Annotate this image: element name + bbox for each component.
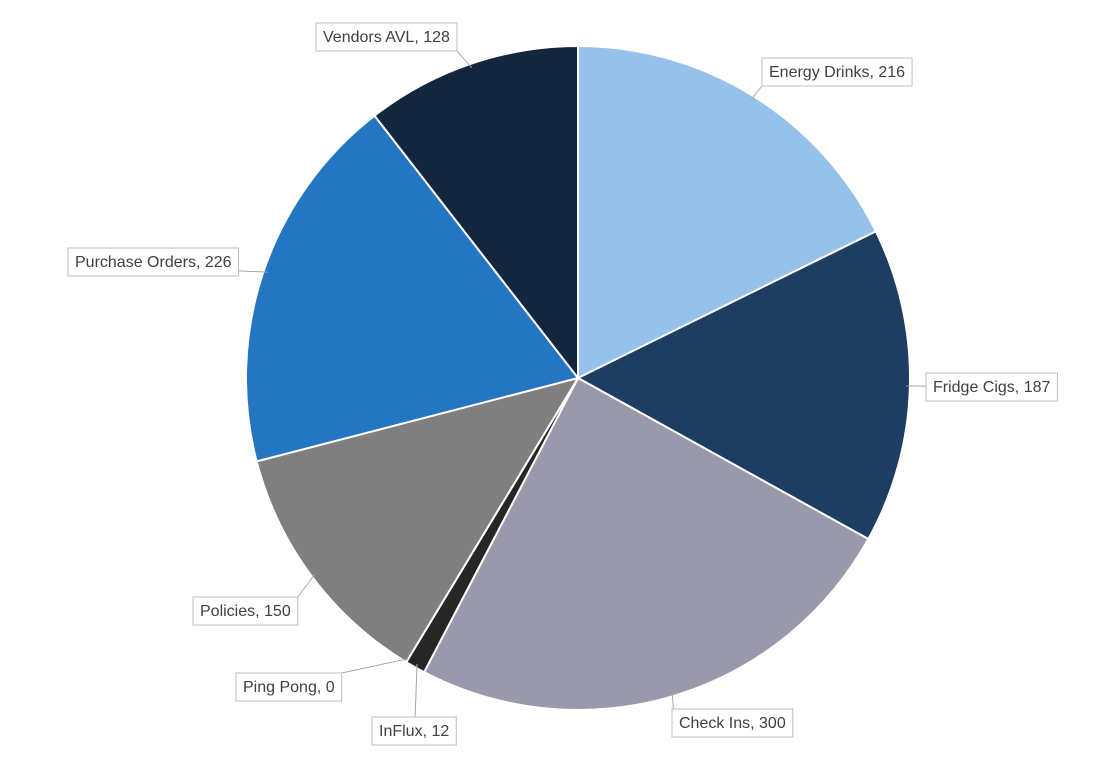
data-label: Ping Pong, 0 xyxy=(235,658,409,702)
data-label: Check Ins, 300 xyxy=(671,692,794,738)
data-label: Fridge Cigs, 187 xyxy=(905,372,1058,402)
label-box xyxy=(192,596,299,626)
pie-slice: Policies xyxy=(255,376,581,664)
leader-line xyxy=(297,573,316,598)
label-text: Vendors AVL, 128 xyxy=(323,29,450,46)
pie-slice: Purchase Orders xyxy=(245,114,580,463)
label-box xyxy=(371,716,457,746)
label-box xyxy=(925,372,1058,402)
data-label: Vendors AVL, 128 xyxy=(315,22,473,69)
label-text: InFlux, 12 xyxy=(379,723,449,740)
pie-slice: Vendors AVL xyxy=(373,44,579,381)
label-text: Purchase Orders, 226 xyxy=(75,254,232,271)
label-text: Ping Pong, 0 xyxy=(243,679,335,696)
leader-line xyxy=(671,692,674,710)
leader-line xyxy=(414,663,418,718)
leader-line xyxy=(456,50,473,69)
label-box xyxy=(761,57,913,87)
label-box xyxy=(315,22,458,52)
leader-line xyxy=(238,270,268,273)
label-text: Check Ins, 300 xyxy=(679,715,786,732)
leader-line xyxy=(341,658,409,674)
label-box xyxy=(235,672,343,702)
leader-line xyxy=(750,85,763,100)
label-text: Policies, 150 xyxy=(200,603,291,620)
label-box xyxy=(67,247,240,277)
data-label: Policies, 150 xyxy=(192,573,316,626)
data-label: Energy Drinks, 216 xyxy=(750,57,913,100)
label-text: Fridge Cigs, 187 xyxy=(933,379,1050,396)
data-label: Purchase Orders, 226 xyxy=(67,247,268,277)
label-text: Energy Drinks, 216 xyxy=(769,64,905,81)
label-box xyxy=(671,708,794,738)
data-label: InFlux, 12 xyxy=(371,663,457,746)
